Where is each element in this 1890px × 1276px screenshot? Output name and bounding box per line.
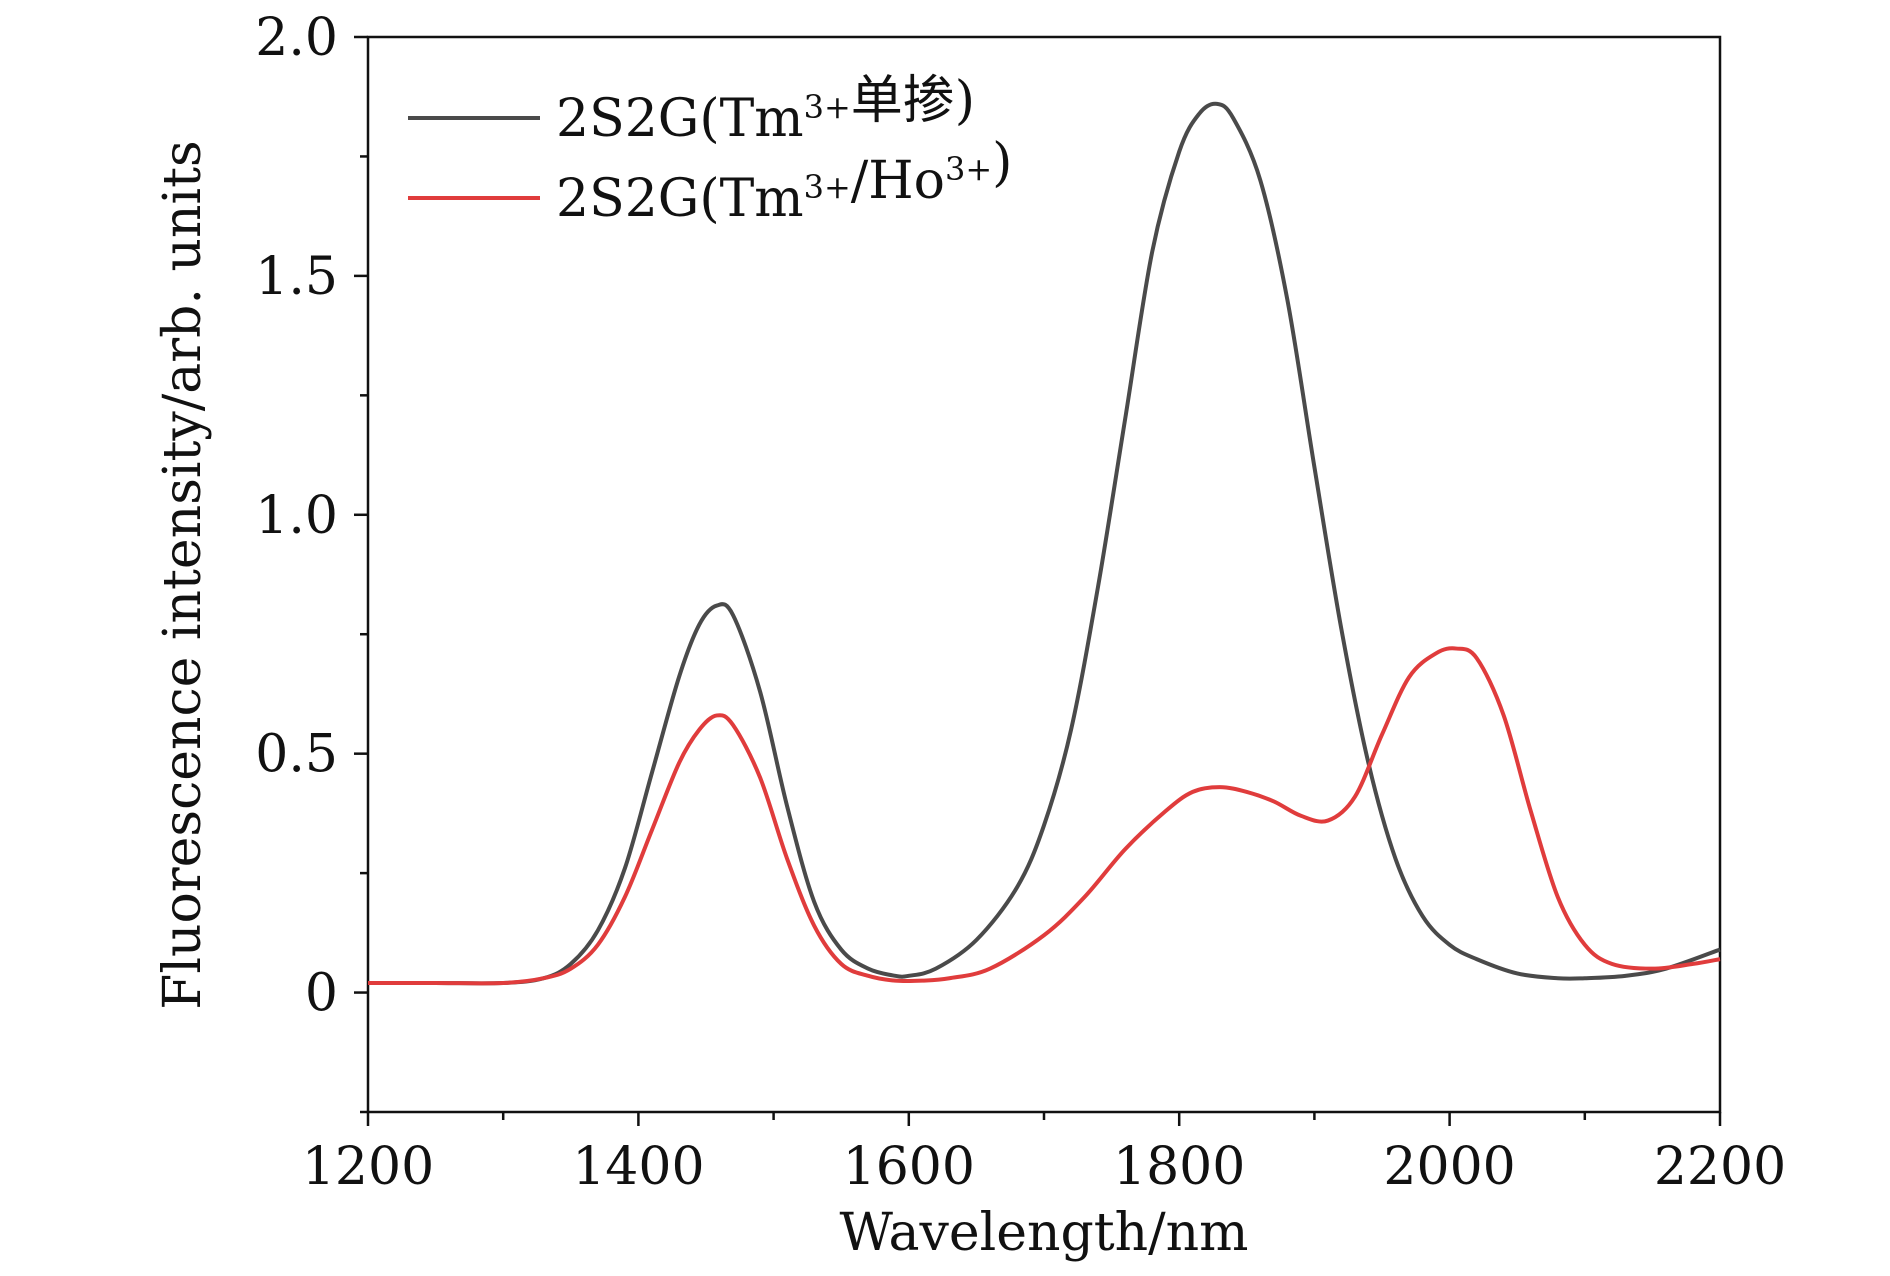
y-tick-label: 1.5 <box>255 247 338 307</box>
x-tick-label: 1800 <box>1113 1137 1245 1197</box>
y-tick-label: 0 <box>305 964 338 1024</box>
x-tick-label: 1600 <box>843 1137 975 1197</box>
legend: 2S2G(Tm3+单掺)2S2G(Tm3+/Ho3+) <box>408 71 1012 229</box>
series-group <box>368 101 1721 986</box>
x-tick-label: 1400 <box>572 1137 704 1197</box>
y-axis: 0 0.5 1.0 1.5 2.0 <box>255 8 368 1114</box>
x-tick-label: 2000 <box>1383 1137 1515 1197</box>
y-tick-label: 1.0 <box>255 486 338 546</box>
y-tick-label: 0.5 <box>255 725 338 785</box>
y-axis-title: Fluorescence intensity/arb. units <box>153 140 213 1009</box>
x-tick-label: 2200 <box>1654 1137 1786 1197</box>
series-line-1 <box>368 101 1721 986</box>
x-axis-title: Wavelength/nm <box>840 1203 1249 1263</box>
x-tick-label: 1200 <box>302 1137 434 1197</box>
legend-label-2: 2S2G(Tm3+/Ho3+) <box>556 133 1012 229</box>
x-axis: 1200 1400 1600 1800 2000 2200 <box>302 1112 1786 1197</box>
y-tick-label: 2.0 <box>255 8 338 68</box>
legend-label-1: 2S2G(Tm3+单掺) <box>556 71 975 149</box>
series-line-2 <box>368 646 1721 986</box>
